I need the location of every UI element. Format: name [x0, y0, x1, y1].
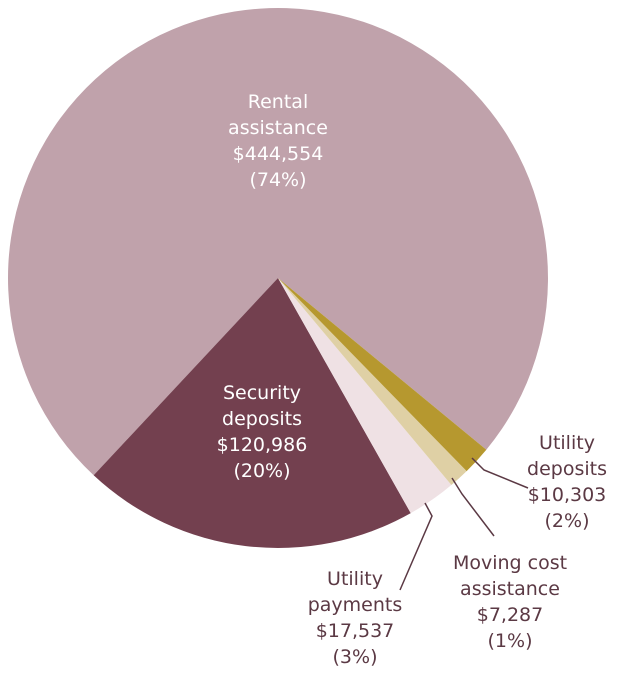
slice-label: Utility payments $17,537 (3%) [300, 566, 410, 670]
percent-label: (1%) [487, 630, 533, 652]
percent-label: (20%) [233, 460, 291, 482]
category-label: Utility payments [307, 568, 403, 616]
category-label: Moving cost assistance [452, 552, 568, 600]
percent-label: (74%) [249, 169, 307, 191]
pie-slice [278, 278, 467, 485]
slice-label: Security deposits $120,986 (20%) [202, 380, 322, 484]
category-label: Security deposits [222, 382, 302, 430]
value-label: $120,986 [216, 434, 308, 456]
slice-label: Rental assistance $444,554 (74%) [213, 89, 343, 193]
value-label: $17,537 [315, 620, 395, 642]
leader-line [399, 502, 433, 591]
slice-label: Moving cost assistance $7,287 (1%) [440, 550, 580, 654]
slice-label: Utility deposits $10,303 (2%) [522, 430, 612, 534]
category-label: Utility deposits [527, 432, 607, 480]
pie-slice [93, 278, 411, 548]
pie-slice [278, 278, 487, 472]
slices [7, 8, 548, 548]
percent-label: (3%) [332, 646, 378, 668]
category-label: Rental assistance [228, 91, 328, 139]
percent-label: (2%) [544, 510, 590, 532]
value-label: $10,303 [527, 484, 607, 506]
pie-slice [7, 8, 548, 476]
value-label: $444,554 [232, 143, 324, 165]
pie-slice [278, 278, 452, 514]
value-label: $7,287 [476, 604, 544, 626]
leader-line [471, 457, 529, 489]
leader-line [451, 477, 495, 537]
